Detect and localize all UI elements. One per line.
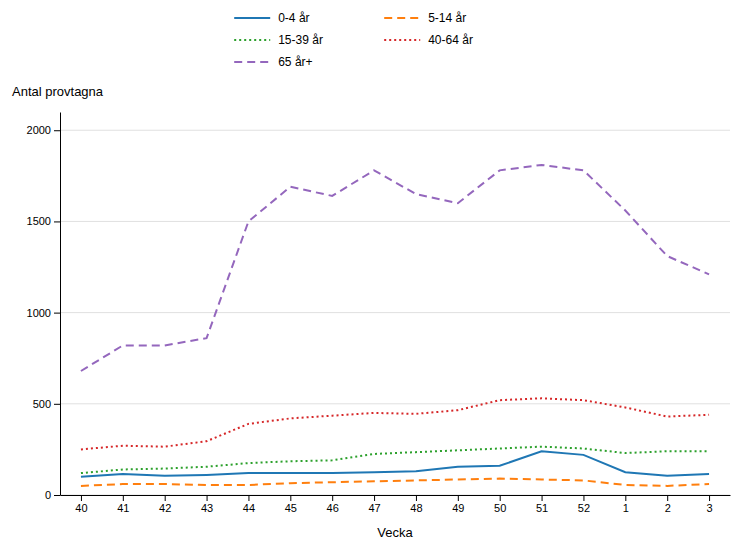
series-line	[81, 165, 709, 371]
x-tick-mark	[248, 495, 249, 501]
x-tick: 52	[578, 495, 590, 514]
x-tick-label: 48	[410, 502, 422, 514]
series-line	[81, 447, 709, 473]
x-tick: 45	[285, 495, 297, 514]
x-tick: 1	[623, 495, 629, 514]
y-tick-mark	[54, 130, 60, 131]
legend-swatch	[234, 61, 270, 63]
legend-item: 5-14 år	[384, 11, 466, 25]
x-tick-label: 42	[159, 502, 171, 514]
y-tick-mark	[54, 404, 60, 405]
x-tick: 40	[75, 495, 87, 514]
x-tick: 50	[494, 495, 506, 514]
y-tick-label: 1000	[27, 307, 51, 319]
x-tick-mark	[290, 495, 291, 501]
legend-swatch	[384, 39, 420, 41]
legend-label: 0-4 år	[278, 11, 309, 25]
grid-line	[60, 495, 730, 496]
x-tick-label: 50	[494, 502, 506, 514]
legend-label: 5-14 år	[428, 11, 466, 25]
x-tick-mark	[542, 495, 543, 501]
legend-swatch	[234, 39, 270, 41]
series-line	[81, 479, 709, 486]
grid-line	[60, 403, 730, 404]
x-tick-mark	[81, 495, 82, 501]
y-axis-line	[60, 113, 61, 496]
x-tick: 46	[327, 495, 339, 514]
x-axis-title: Vecka	[377, 525, 413, 540]
x-tick-mark	[583, 495, 584, 501]
x-tick-label: 51	[536, 502, 548, 514]
x-tick: 47	[368, 495, 380, 514]
x-tick: 42	[159, 495, 171, 514]
x-tick-label: 47	[368, 502, 380, 514]
x-tick-label: 49	[452, 502, 464, 514]
series-line	[81, 398, 709, 449]
x-tick-mark	[667, 495, 668, 501]
grid-line	[60, 221, 730, 222]
y-axis-title: Antal provtagna	[12, 84, 104, 99]
x-tick-label: 40	[75, 502, 87, 514]
x-tick-mark	[123, 495, 124, 501]
grid-line	[60, 130, 730, 131]
y-tick-label: 0	[45, 489, 51, 501]
x-tick: 48	[410, 495, 422, 514]
y-tick-mark	[54, 221, 60, 222]
x-tick-mark	[207, 495, 208, 501]
plot: 40 41 42 43 44 45 46 47 48 49 50 51 52 1 2 3 0 500 1000 150…	[27, 113, 731, 514]
x-tick-label: 52	[578, 502, 590, 514]
x-tick-label: 2	[665, 502, 671, 514]
chart: 40 41 42 43 44 45 46 47 48 49 50 51 52 1 2 3 0 500 1000 150…	[0, 0, 754, 549]
x-tick-label: 43	[201, 502, 213, 514]
x-tick: 51	[536, 495, 548, 514]
x-tick-label: 45	[285, 502, 297, 514]
legend-item: 0-4 år	[234, 11, 309, 25]
legend-swatch	[384, 17, 420, 19]
y-tick-mark	[54, 495, 60, 496]
x-tick-mark	[709, 495, 710, 501]
x-tick-label: 3	[707, 502, 713, 514]
y-axis: 0 500 1000 1500 2000	[27, 113, 61, 502]
y-tick: 500	[33, 398, 60, 410]
y-tick-label: 500	[33, 398, 51, 410]
x-tick: 44	[243, 495, 255, 514]
lines	[81, 165, 709, 486]
y-tick-label: 2000	[27, 124, 51, 136]
grid-line	[60, 312, 730, 313]
x-tick-label: 46	[327, 502, 339, 514]
x-tick: 43	[201, 495, 213, 514]
legend-label: 15-39 år	[278, 33, 323, 47]
x-tick: 49	[452, 495, 464, 514]
x-tick: 41	[117, 495, 129, 514]
x-tick-mark	[458, 495, 459, 501]
y-tick: 0	[45, 489, 60, 501]
legend: 0-4 år 5-14 år 15-39 år 40-64 år 65 år+	[234, 11, 473, 69]
x-tick: 3	[707, 495, 713, 514]
y-tick-label: 1500	[27, 215, 51, 227]
y-tick-mark	[54, 313, 60, 314]
x-tick-label: 1	[623, 502, 629, 514]
legend-item: 40-64 år	[384, 33, 473, 47]
x-tick-label: 41	[117, 502, 129, 514]
legend-swatch	[234, 17, 270, 19]
x-axis: 40 41 42 43 44 45 46 47 48 49 50 51 52 1 2 3	[61, 495, 731, 514]
x-tick-label: 44	[243, 502, 255, 514]
x-axis-line	[61, 495, 731, 496]
legend-item: 65 år+	[234, 55, 312, 69]
y-tick: 2000	[27, 124, 60, 136]
x-tick-mark	[165, 495, 166, 501]
x-tick-mark	[625, 495, 626, 501]
x-tick: 2	[665, 495, 671, 514]
x-tick-mark	[500, 495, 501, 501]
grid	[60, 130, 730, 495]
x-tick-mark	[332, 495, 333, 501]
legend-label: 65 år+	[278, 55, 312, 69]
legend-item: 15-39 år	[234, 33, 323, 47]
x-tick-mark	[374, 495, 375, 501]
y-tick: 1000	[27, 307, 60, 319]
series-line	[81, 451, 709, 477]
y-tick: 1500	[27, 215, 60, 227]
x-tick-mark	[416, 495, 417, 501]
legend-label: 40-64 år	[428, 33, 473, 47]
